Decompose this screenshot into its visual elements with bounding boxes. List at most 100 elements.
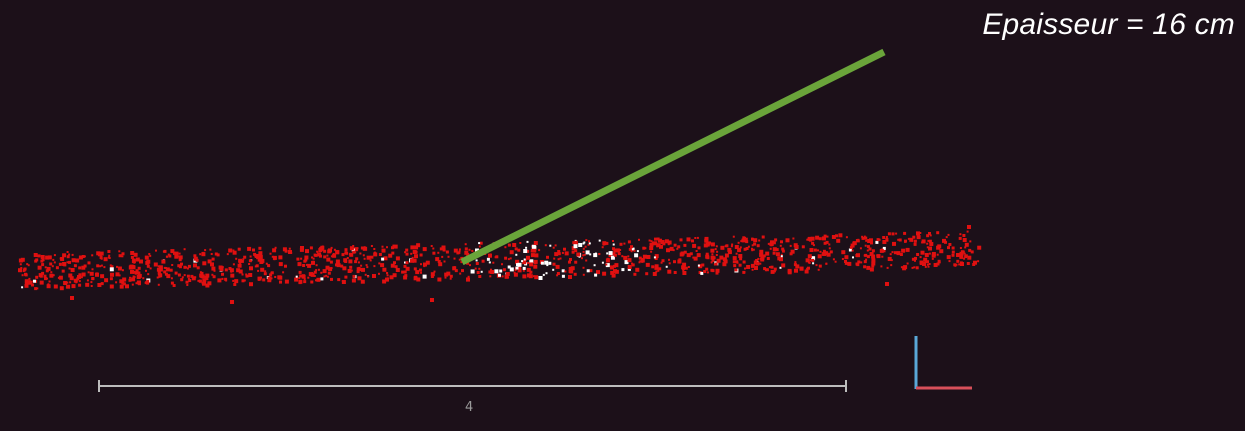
point — [509, 250, 514, 255]
point — [34, 259, 38, 263]
point — [593, 253, 598, 258]
point — [20, 267, 23, 269]
point — [320, 277, 324, 281]
point — [636, 250, 639, 253]
point — [654, 257, 658, 260]
point — [263, 272, 267, 276]
point — [556, 272, 560, 275]
point — [170, 281, 174, 285]
point — [765, 268, 769, 272]
point — [761, 235, 765, 239]
point — [163, 249, 167, 253]
point — [534, 253, 539, 258]
point — [546, 264, 549, 267]
point — [817, 249, 819, 252]
point — [258, 251, 263, 256]
point — [880, 265, 883, 268]
point — [475, 259, 478, 262]
point — [128, 278, 132, 282]
point — [614, 269, 619, 274]
point — [53, 284, 58, 289]
thickness-annotation: Epaisseur = 16 cm — [982, 8, 1235, 41]
point — [515, 253, 518, 256]
point — [746, 265, 751, 269]
point — [170, 277, 173, 280]
point — [330, 277, 333, 281]
point — [282, 247, 287, 252]
point — [617, 252, 621, 256]
point — [903, 265, 908, 270]
point — [66, 281, 69, 284]
point — [955, 263, 958, 266]
point — [561, 269, 565, 273]
point — [526, 267, 531, 272]
point — [335, 250, 340, 255]
point — [164, 272, 168, 276]
annotation-leader-line — [460, 48, 886, 266]
point — [134, 271, 138, 275]
point — [594, 273, 598, 277]
point — [770, 244, 773, 247]
point — [425, 260, 430, 265]
point — [770, 269, 775, 274]
point — [91, 277, 95, 281]
point — [362, 254, 365, 257]
point — [739, 246, 742, 249]
point — [438, 262, 443, 267]
point — [413, 267, 417, 271]
point — [682, 262, 687, 267]
point — [309, 273, 313, 276]
point — [238, 269, 243, 274]
point — [650, 250, 653, 253]
point — [770, 265, 774, 269]
point — [806, 238, 809, 241]
point — [49, 273, 54, 278]
point — [928, 232, 931, 235]
point — [630, 250, 633, 253]
point — [104, 278, 109, 283]
point — [270, 271, 274, 275]
point — [354, 247, 359, 252]
point — [897, 238, 900, 241]
point — [892, 241, 896, 246]
point — [274, 276, 277, 278]
point — [180, 262, 183, 266]
point — [378, 253, 382, 256]
point — [204, 249, 207, 252]
point — [393, 261, 396, 265]
point — [163, 270, 167, 274]
point — [228, 248, 233, 253]
point — [882, 240, 887, 244]
point — [665, 265, 668, 268]
point — [809, 259, 812, 262]
point — [751, 249, 754, 252]
point — [936, 231, 940, 235]
point — [870, 241, 873, 245]
point — [504, 274, 509, 279]
point — [35, 275, 39, 279]
point — [501, 275, 504, 278]
point — [963, 252, 966, 255]
point — [525, 246, 528, 249]
point — [785, 238, 790, 243]
point — [606, 257, 610, 261]
point — [446, 271, 451, 276]
point — [697, 264, 700, 267]
point — [736, 261, 739, 264]
point — [118, 250, 121, 253]
point — [756, 244, 760, 248]
point — [682, 269, 685, 272]
point — [273, 258, 276, 261]
point — [129, 276, 131, 279]
point — [461, 269, 464, 273]
point — [828, 243, 831, 246]
point — [863, 260, 867, 264]
point — [610, 255, 615, 260]
point — [245, 274, 249, 278]
point — [122, 277, 127, 282]
point — [724, 245, 727, 248]
point — [202, 281, 206, 286]
point — [598, 253, 601, 256]
point — [754, 266, 758, 270]
